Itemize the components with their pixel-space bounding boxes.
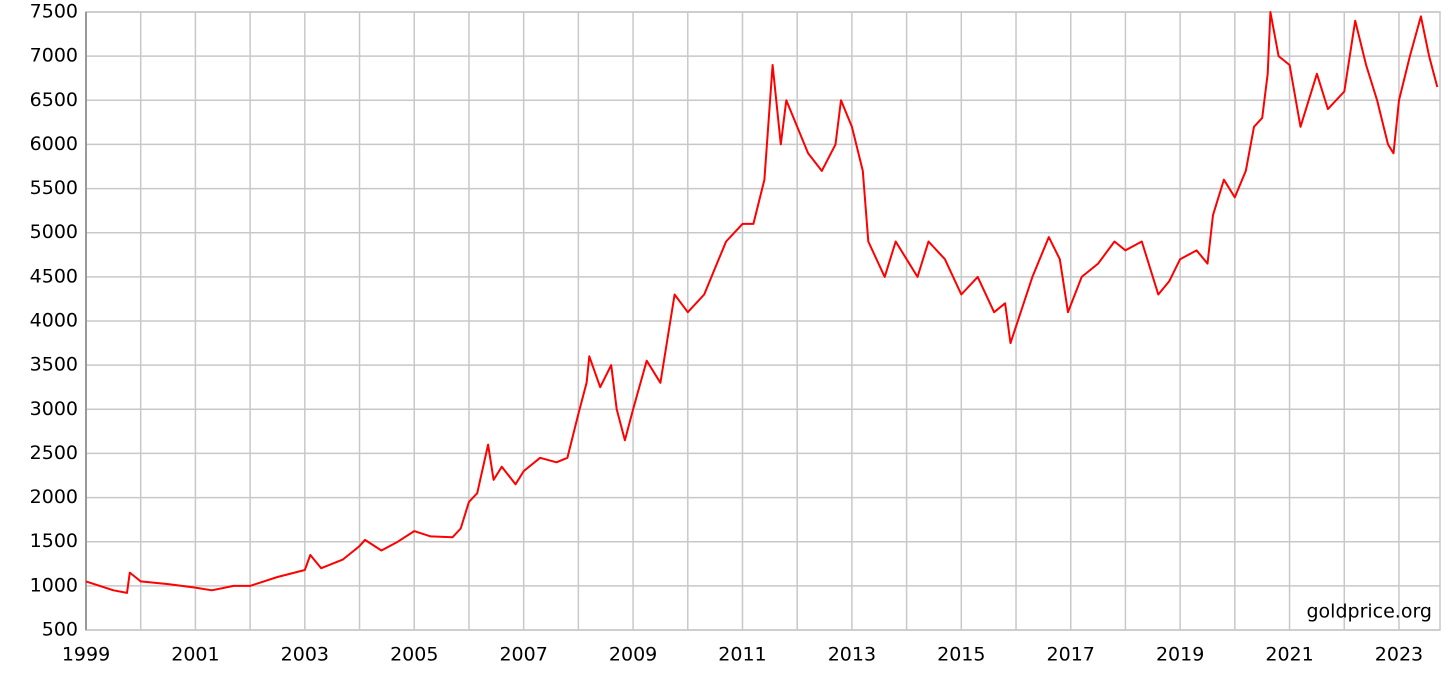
- y-tick-label: 1500: [30, 530, 78, 552]
- y-tick-label: 7500: [30, 1, 78, 23]
- x-tick-label: 2023: [1375, 644, 1423, 666]
- x-tick-label: 2009: [609, 644, 657, 666]
- x-tick-label: 2003: [281, 644, 329, 666]
- y-tick-label: 6000: [30, 133, 78, 155]
- x-tick-label: 2021: [1265, 644, 1313, 666]
- annotation: goldprice.org: [1306, 601, 1432, 623]
- y-tick-label: 3500: [30, 354, 78, 376]
- y-tick-label: 4000: [30, 310, 78, 332]
- x-tick-label: 2019: [1156, 644, 1204, 666]
- y-tick-label: 2000: [30, 486, 78, 508]
- y-tick-label: 5500: [30, 177, 78, 199]
- y-tick-label: 3000: [30, 398, 78, 420]
- x-tick-label: 2001: [171, 644, 219, 666]
- y-tick-label: 6500: [30, 89, 78, 111]
- x-tick-label: 2013: [828, 644, 876, 666]
- y-tick-label: 500: [42, 619, 78, 641]
- y-tick-label: 5000: [30, 221, 78, 243]
- x-tick-label: 1999: [62, 644, 110, 666]
- y-tick-label: 2500: [30, 442, 78, 464]
- x-tick-label: 2007: [499, 644, 547, 666]
- y-tick-label: 4500: [30, 265, 78, 287]
- y-tick-label: 1000: [30, 574, 78, 596]
- price-line: [85, 11, 1439, 594]
- x-tick-label: 2017: [1047, 644, 1095, 666]
- x-tick-label: 2015: [937, 644, 985, 666]
- y-tick-label: 7000: [30, 45, 78, 67]
- x-tick-label: 2011: [718, 644, 766, 666]
- x-tick-label: 2005: [390, 644, 438, 666]
